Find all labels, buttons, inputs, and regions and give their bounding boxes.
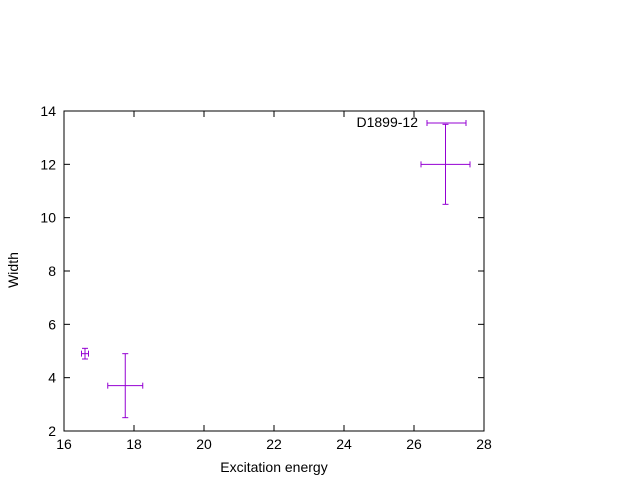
plot-frame	[63, 110, 485, 432]
x-tick-label: 26	[406, 436, 422, 452]
y-tick-label: 12	[40, 156, 56, 172]
data-point	[420, 123, 471, 205]
y-tick-label: 8	[48, 263, 56, 279]
x-tick-label: 28	[476, 436, 492, 452]
data-point	[107, 353, 144, 419]
legend: D1899-12	[357, 114, 467, 130]
x-tick-label: 18	[126, 436, 142, 452]
x-tick-label: 24	[336, 436, 352, 452]
y-tick-label: 2	[48, 423, 56, 439]
y-tick-label: 6	[48, 316, 56, 332]
y-tick-label: 4	[48, 370, 56, 386]
legend-label: D1899-12	[357, 114, 419, 130]
legend-sample	[426, 120, 467, 126]
axes-layer	[63, 110, 485, 432]
y-tick-label: 10	[40, 210, 56, 226]
data-layer	[81, 123, 471, 419]
x-axis-label: Excitation energy	[220, 459, 327, 475]
y-tick-label: 14	[40, 103, 56, 119]
x-tick-label: 16	[56, 436, 72, 452]
x-tick-label: 22	[266, 436, 282, 452]
data-point	[81, 347, 89, 360]
x-tick-label: 20	[196, 436, 212, 452]
y-axis-label: Width	[5, 252, 21, 288]
